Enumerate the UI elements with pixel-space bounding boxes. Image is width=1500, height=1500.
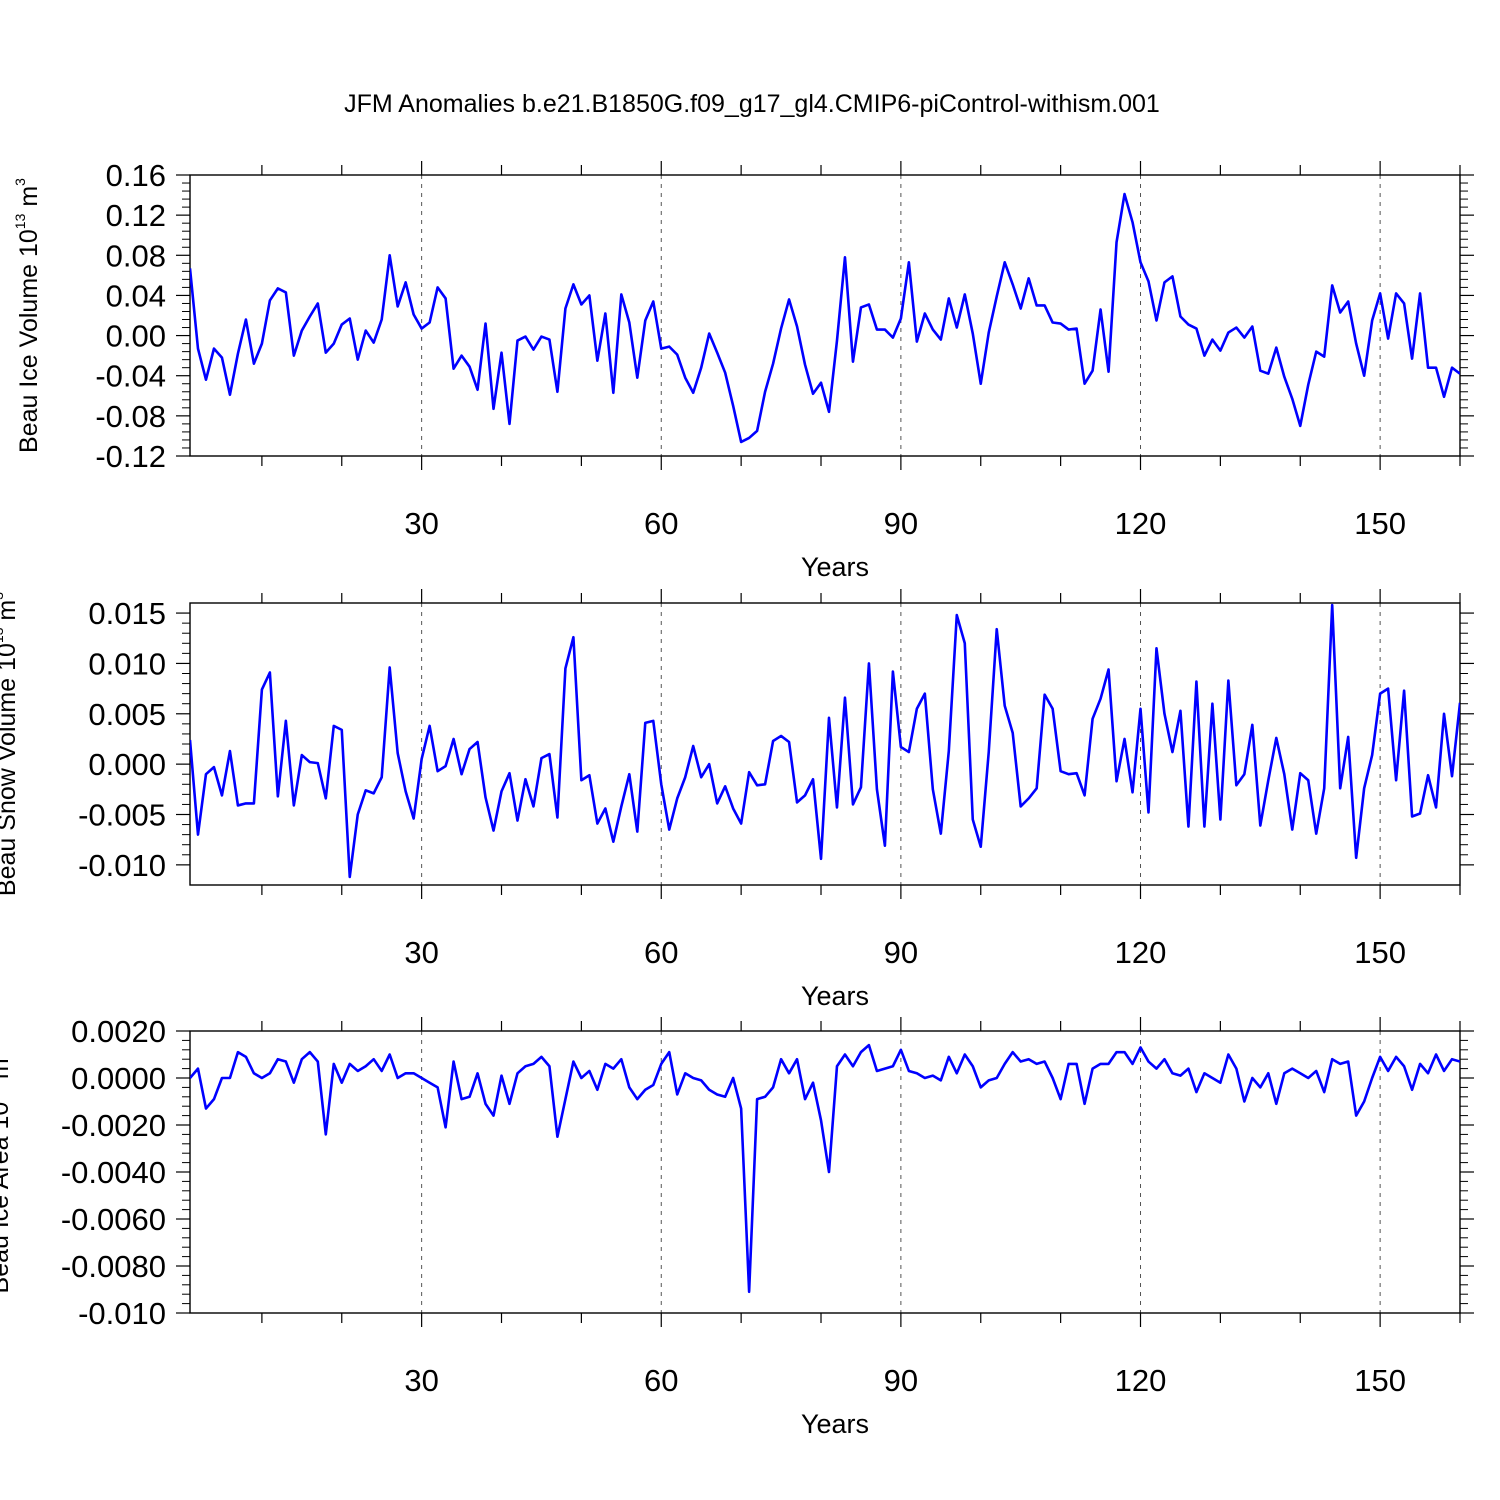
y-tick-label: -0.0080 <box>61 1249 166 1284</box>
panels: 30 60 90 120 150 -0.12 -0.08 -0.04 0.00 0.04 0.08 0… <box>0 158 1474 1439</box>
x-tick-label: 60 <box>644 1363 678 1398</box>
y-tick-label: -0.005 <box>78 798 166 833</box>
y-axis-label-unit: m <box>0 600 21 628</box>
y-axis-label-unit-sup: 3 <box>12 178 28 186</box>
y-tick-label: 0.0020 <box>71 1014 166 1049</box>
y-tick-label: -0.010 <box>78 848 166 883</box>
y-tick-label: 0.16 <box>106 158 166 193</box>
x-tick-label: 150 <box>1354 1363 1406 1398</box>
y-tick-label: 0.00 <box>106 319 166 354</box>
y-axis-label-unit-sup: 3 <box>0 592 6 600</box>
x-tick-label: 120 <box>1115 1363 1167 1398</box>
y-axis-label-unit: m <box>15 186 43 214</box>
x-axis-label: Years <box>801 981 869 1011</box>
x-tick-label: 120 <box>1115 935 1167 970</box>
y-tick-label: 0.010 <box>88 646 166 681</box>
y-axis-label-unit: m <box>0 1058 14 1086</box>
y-tick-label: -0.12 <box>95 439 166 474</box>
y-axis-label-text: Beau Ice Volume 10 <box>15 229 43 453</box>
x-tick-label: 60 <box>644 506 678 541</box>
y-tick-label: -0.0040 <box>61 1155 166 1190</box>
panel-2: 30 60 90 120 150 -0.010 -0.005 0.000 0.005 0.010 0… <box>0 589 1474 1011</box>
x-tick-label: 90 <box>884 506 918 541</box>
y-tick-label: -0.0020 <box>61 1108 166 1143</box>
panel-3: 30 60 90 120 150 -0.010 -0.0080 -0.0060 -0.0040 -… <box>0 1014 1474 1439</box>
x-tick-label: 30 <box>404 935 438 970</box>
y-tick-label: 0.08 <box>106 238 166 273</box>
x-tick-label: 30 <box>404 1363 438 1398</box>
data-line <box>190 603 1460 879</box>
chart-title: JFM Anomalies b.e21.B1850G.f09_g17_gl4.C… <box>344 90 1160 118</box>
y-axis-label: Beau Snow Volume 1013 m3 <box>0 592 21 896</box>
x-tick-label: 150 <box>1354 506 1406 541</box>
y-axis-label: Beau Ice Volume 1013 m3 <box>12 178 43 453</box>
y-tick-label: 0.12 <box>106 198 166 233</box>
y-tick-label: -0.010 <box>78 1296 166 1331</box>
x-axis-label: Years <box>801 552 869 582</box>
y-tick-label: 0.015 <box>88 596 166 631</box>
y-tick-label: -0.04 <box>95 359 166 394</box>
x-tick-label: 90 <box>884 1363 918 1398</box>
x-tick-label: 60 <box>644 935 678 970</box>
x-tick-label: 120 <box>1115 506 1167 541</box>
y-axis-label-sup: 13 <box>12 213 28 229</box>
y-tick-label: 0.000 <box>88 747 166 782</box>
y-axis-label: Beau Ice Area 1013 m2 <box>0 1050 14 1293</box>
y-tick-label: -0.08 <box>95 399 166 434</box>
y-axis-label-text: Beau Ice Area 10 <box>0 1102 14 1294</box>
data-line <box>190 192 1460 444</box>
x-axis-label: Years <box>801 1409 869 1439</box>
x-tick-label: 150 <box>1354 935 1406 970</box>
x-tick-label: 90 <box>884 935 918 970</box>
plot-frame <box>189 174 1461 457</box>
x-tick-label: 30 <box>404 506 438 541</box>
y-tick-label: 0.04 <box>106 278 166 313</box>
y-axis-label-text: Beau Snow Volume 10 <box>0 643 21 896</box>
y-tick-label: 0.005 <box>88 697 166 732</box>
data-line <box>190 1043 1460 1294</box>
plot-frame <box>189 602 1461 886</box>
y-tick-label: -0.0060 <box>61 1202 166 1237</box>
y-tick-label: 0.0000 <box>71 1061 166 1096</box>
y-axis-label-sup: 13 <box>0 627 6 643</box>
panel-1: 30 60 90 120 150 -0.12 -0.08 -0.04 0.00 0.04 0.08 0… <box>12 158 1474 582</box>
